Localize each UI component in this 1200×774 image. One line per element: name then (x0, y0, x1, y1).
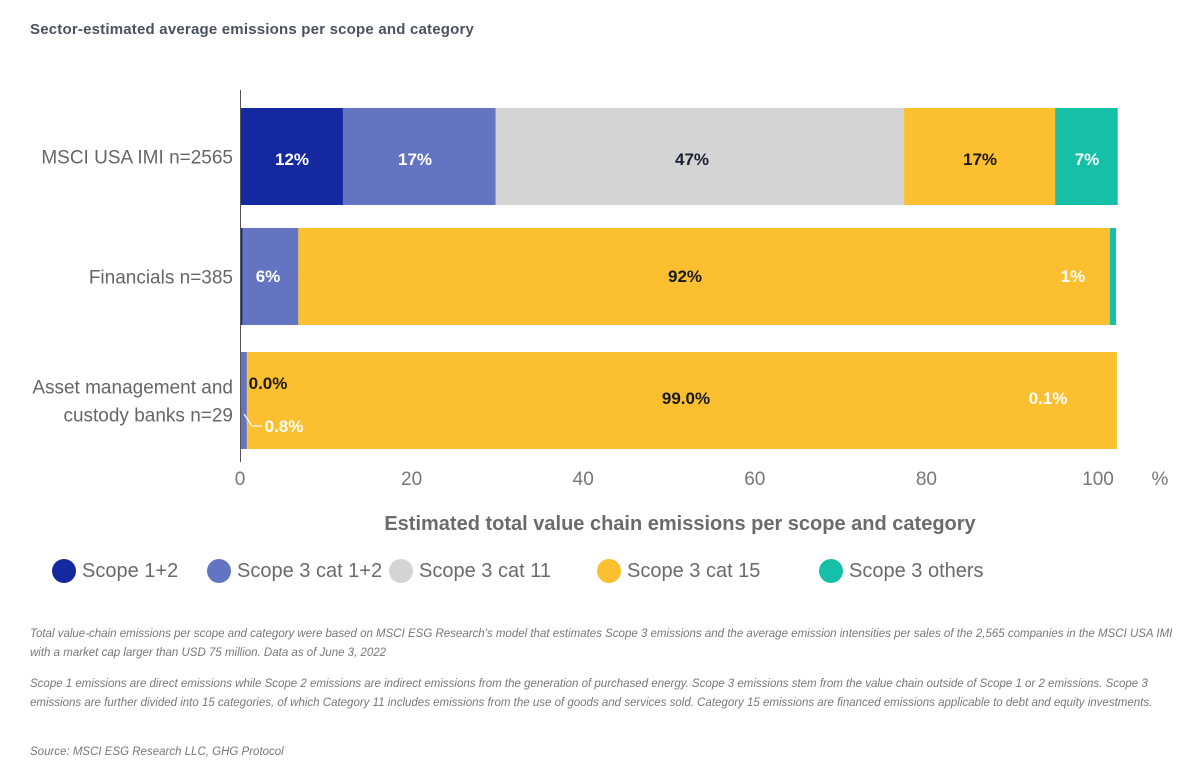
note-methodology: Total value-chain emissions per scope an… (30, 628, 1173, 659)
legend-label: Scope 3 cat 11 (419, 559, 551, 582)
data-label: 0.1% (1029, 389, 1068, 408)
x-tick-label: 0 (235, 469, 246, 490)
legend-item: Scope 3 others (819, 559, 984, 583)
x-unit-label: % (1152, 469, 1169, 490)
legend-swatch-icon (207, 559, 231, 583)
legend-label: Scope 3 cat 1+2 (237, 559, 383, 582)
legend-label: Scope 1+2 (82, 559, 179, 582)
data-label: 7% (1075, 150, 1100, 169)
legend-swatch-icon (389, 559, 413, 583)
data-label: 6% (256, 267, 281, 286)
bar-segment (1110, 228, 1117, 325)
bar-segment (495, 108, 905, 205)
x-tick-label: 100 (1082, 469, 1114, 490)
category-label: Financials n=385 (89, 268, 233, 289)
note-source: Source: MSCI ESG Research LLC, GHG Proto… (30, 746, 284, 758)
bar-segment (246, 352, 1117, 449)
data-label: 47% (675, 150, 709, 169)
data-label: 0.0% (249, 374, 288, 393)
bar-segment (242, 228, 299, 325)
stacked-bar-chart: MSCI USA IMI n=2565 Financials n=385 Asset… (32, 90, 1169, 535)
x-tick-label: 40 (573, 469, 594, 490)
x-tick-label: 80 (916, 469, 937, 490)
data-label: 92% (668, 267, 702, 286)
data-label: 0.8% (265, 417, 304, 436)
bar-segment (904, 108, 1056, 205)
legend-item: Scope 3 cat 1+2 (207, 559, 382, 583)
legend-swatch-icon (597, 559, 621, 583)
legend-swatch-icon (52, 559, 76, 583)
bar-segment (298, 228, 1111, 325)
bar-segment (240, 108, 343, 205)
x-axis-title: Estimated total value chain emissions pe… (384, 513, 976, 535)
data-label: 12% (275, 150, 309, 169)
bar-segment (240, 228, 243, 325)
legend-item: Scope 1+2 (52, 559, 178, 583)
legend-label: Scope 3 cat 15 (627, 559, 761, 582)
legend-item: Scope 3 cat 15 (597, 559, 760, 583)
bar-segment (342, 108, 496, 205)
data-label: 17% (398, 150, 432, 169)
legend-swatch-icon (819, 559, 843, 583)
category-label: MSCI USA IMI n=2565 (41, 148, 233, 169)
legend-label: Scope 3 others (849, 559, 984, 582)
leader-line (243, 413, 262, 427)
category-label: custody banks n=29 (63, 406, 233, 427)
data-label: 1% (1061, 267, 1086, 286)
data-label: 17% (963, 150, 997, 169)
note-scope-definitions: Scope 1 emissions are direct emissions w… (30, 678, 1153, 709)
x-tick-label: 20 (401, 469, 422, 490)
x-tick-label: 60 (744, 469, 765, 490)
category-label: Asset management and (32, 378, 233, 399)
bar-segment (1055, 108, 1118, 205)
bar-segment (240, 352, 247, 449)
chart-title: Sector-estimated average emissions per s… (30, 21, 475, 38)
legend-item: Scope 3 cat 11 (389, 559, 551, 583)
data-label: 99.0% (662, 389, 710, 408)
